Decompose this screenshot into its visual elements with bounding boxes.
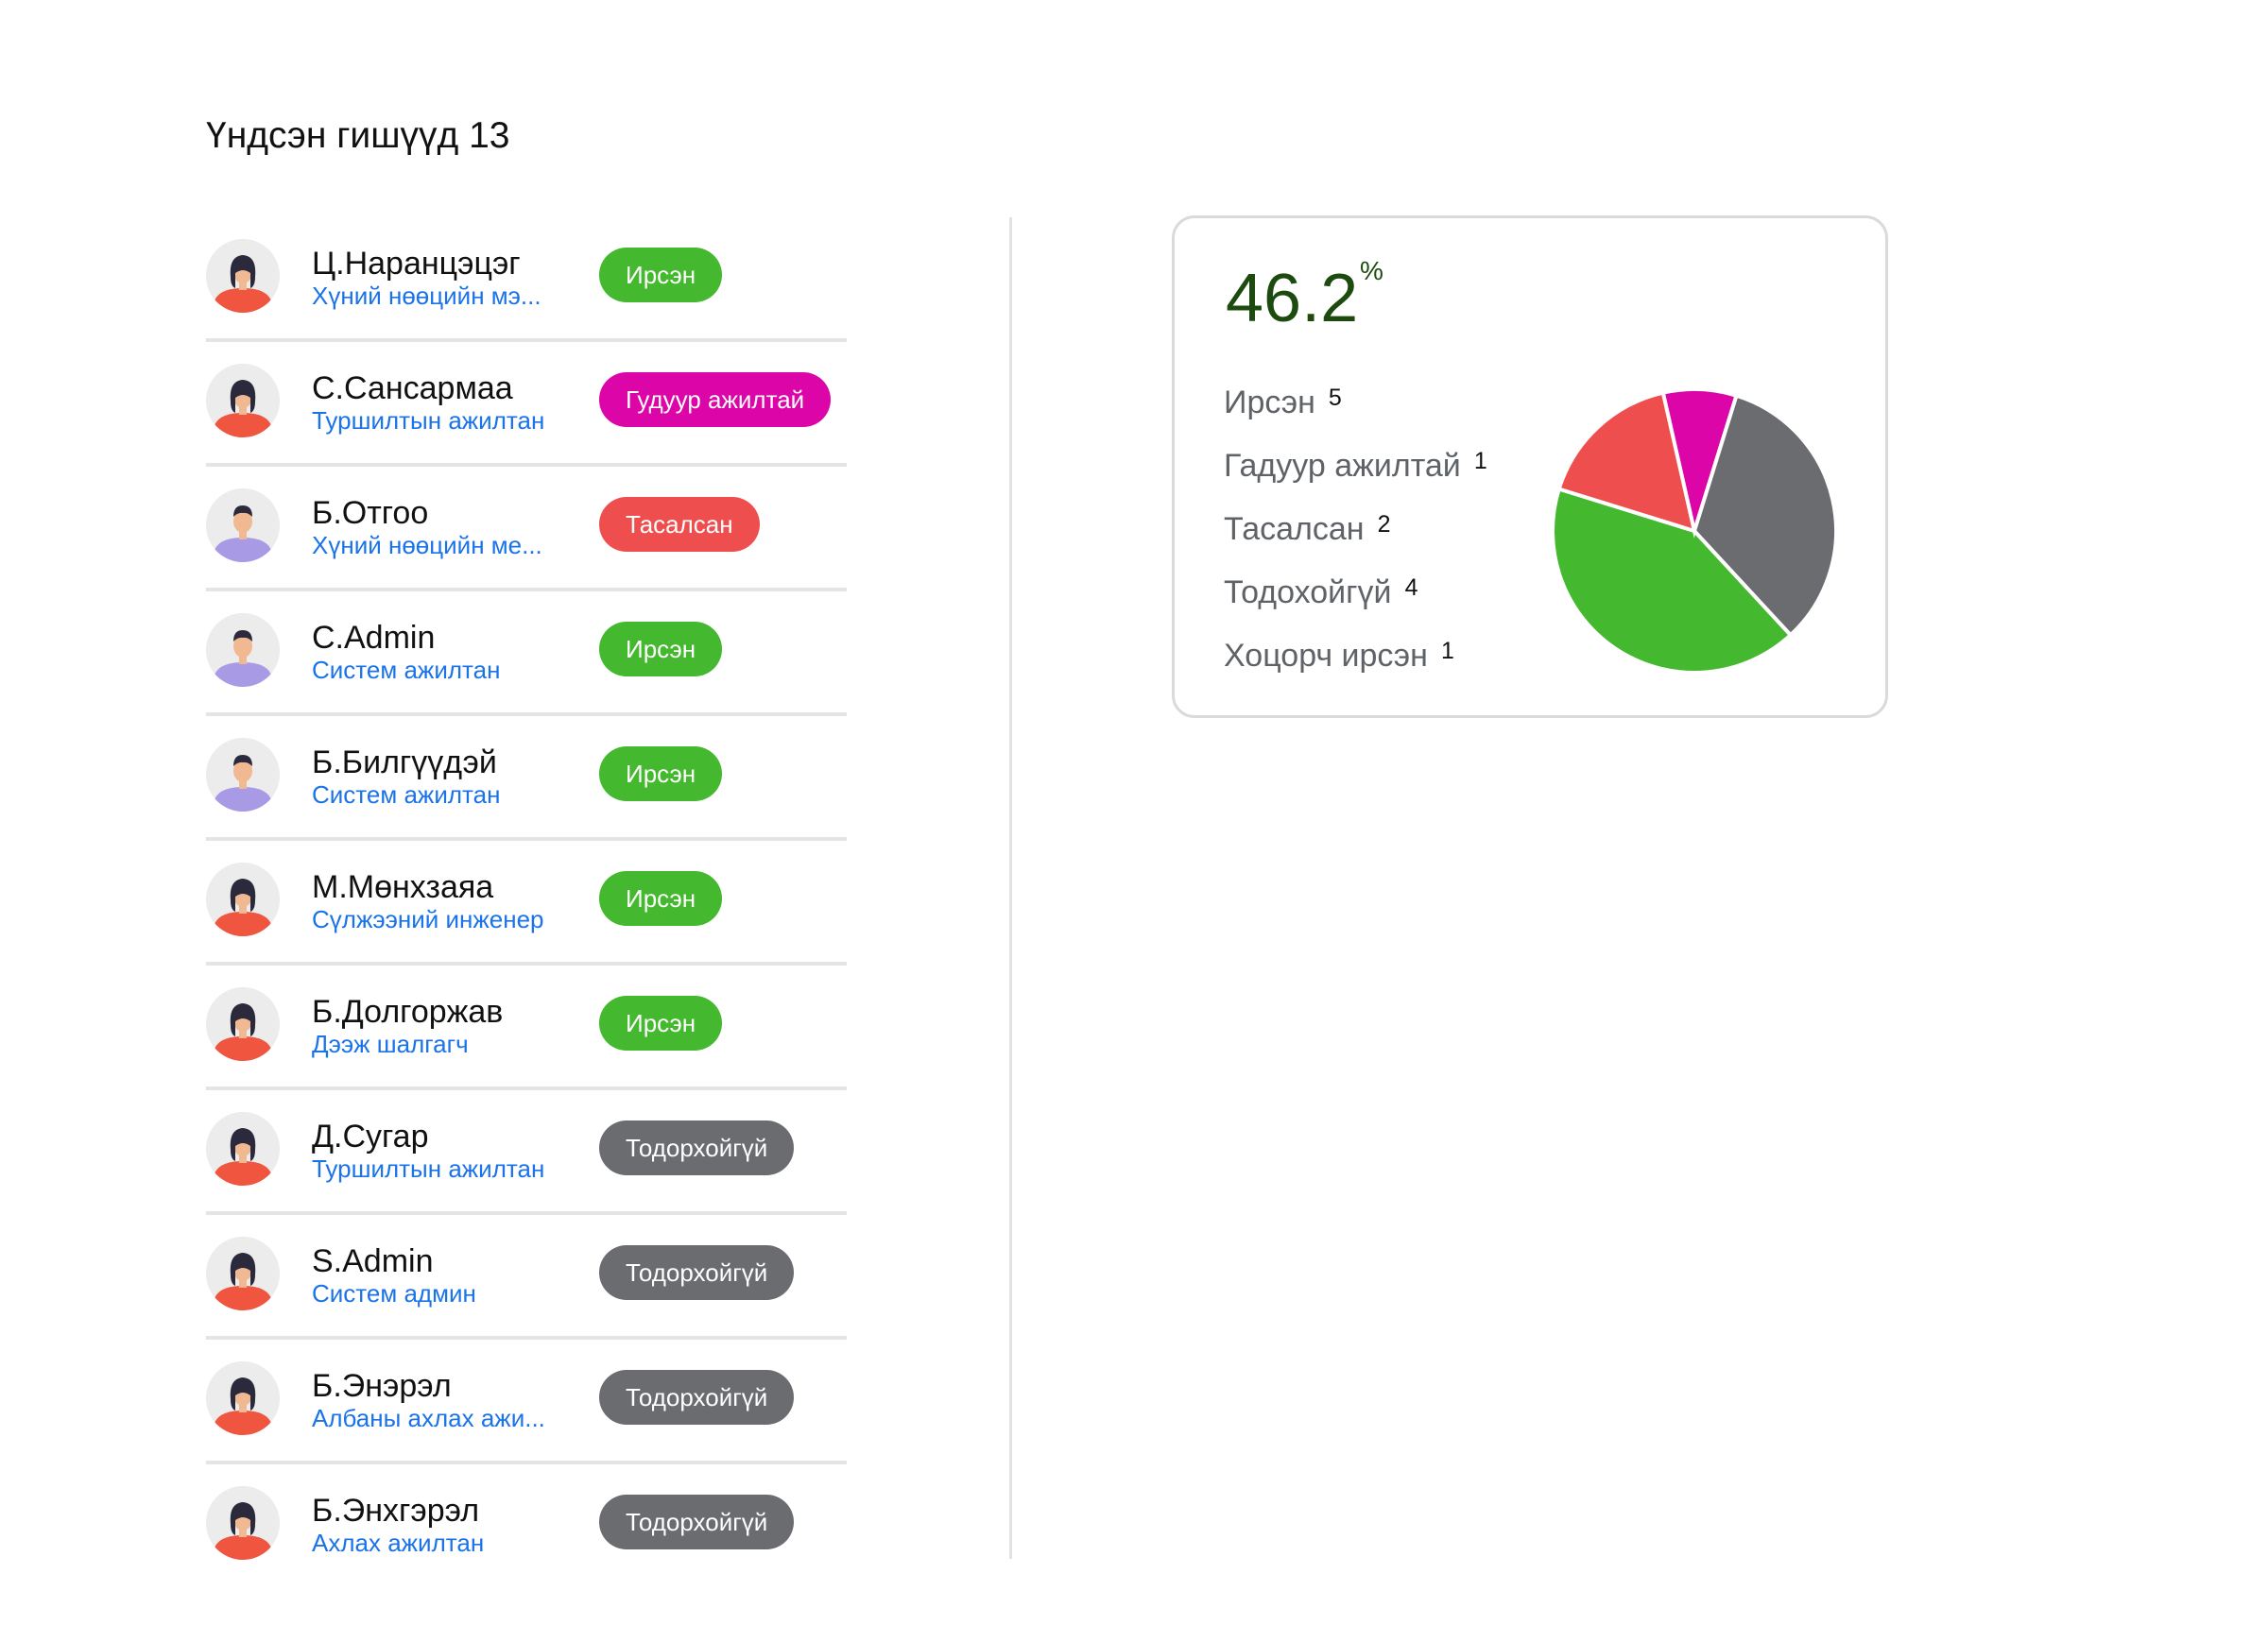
legend-item: Тасалсан 2 <box>1224 511 1487 574</box>
member-role: Албаны ахлах ажи... <box>312 1404 545 1432</box>
member-name: Б.Долгоржав <box>312 994 504 1030</box>
avatar <box>206 239 280 313</box>
member-name: Б.Билгүүдэй <box>312 744 497 780</box>
attendance-pie-chart <box>1551 387 1838 675</box>
avatar <box>206 1361 280 1435</box>
member-role: Дээж шалгагч <box>312 1030 469 1058</box>
divider <box>1009 217 1012 1559</box>
status-badge[interactable]: Ирсэн <box>599 746 723 801</box>
status-badge[interactable]: Тасалсан <box>599 497 760 552</box>
avatar <box>206 1486 280 1560</box>
avatar <box>206 863 280 936</box>
status-badge[interactable]: Гудуур ажилтай <box>599 372 832 427</box>
legend-item: Гадуур ажилтай 1 <box>1224 448 1487 511</box>
status-badge[interactable]: Ирсэн <box>599 996 723 1051</box>
legend-label: Гадуур ажилтай <box>1224 448 1461 484</box>
member-name: S.Admin <box>312 1243 434 1279</box>
member-role: Систем ажилтан <box>312 656 501 684</box>
pie-slice[interactable] <box>1551 487 1794 675</box>
member-row[interactable]: Ц.Наранцэцэг Хүний нөөцийн мэ... Ирсэн <box>206 217 847 342</box>
pie-slice[interactable] <box>1556 390 1697 534</box>
avatar <box>206 987 280 1061</box>
member-row[interactable]: Б.Энэрэл Албаны ахлах ажи... Тодорхойгүй <box>206 1340 847 1464</box>
status-badge[interactable]: Ирсэн <box>599 622 723 676</box>
avatar <box>206 1112 280 1186</box>
legend-item: Ирсэн 5 <box>1224 385 1487 448</box>
legend-label: Тодохойгүй <box>1224 574 1392 610</box>
legend-item: Тодохойгүй 4 <box>1224 574 1487 638</box>
avatar <box>206 613 280 687</box>
member-row[interactable]: S.Admin Систем админ Тодорхойгүй <box>206 1215 847 1340</box>
legend-count: 4 <box>1404 574 1418 601</box>
status-badge[interactable]: Тодорхойгүй <box>599 1495 795 1549</box>
member-list: Ц.Наранцэцэг Хүний нөөцийн мэ... Ирсэн С.Са… <box>206 217 847 1589</box>
member-row[interactable]: Б.Билгүүдэй Систем ажилтан Ирсэн <box>206 716 847 841</box>
member-role: Хүний нөөцийн ме... <box>312 531 542 559</box>
status-badge[interactable]: Тодорхойгүй <box>599 1120 795 1175</box>
member-name: Б.Энэрэл <box>312 1368 452 1404</box>
avatar <box>206 1237 280 1310</box>
legend-label: Ирсэн <box>1224 385 1315 420</box>
status-badge[interactable]: Тодорхойгүй <box>599 1370 795 1425</box>
legend: Ирсэн 5 Гадуур ажилтай 1 Тасалсан 2 Тодохойгүй… <box>1224 385 1487 701</box>
member-name: Б.Отгоо <box>312 495 429 531</box>
page-title: Үндсэн гишүүд 13 <box>206 115 510 156</box>
member-row[interactable]: Б.Долгоржав Дээж шалгагч Ирсэн <box>206 966 847 1090</box>
member-role: Систем админ <box>312 1279 476 1308</box>
member-role: Систем ажилтан <box>312 780 501 809</box>
member-role: Сүлжээний инженер <box>312 905 544 933</box>
member-row[interactable]: Б.Отгоо Хүний нөөцийн ме... Тасалсан <box>206 467 847 591</box>
status-badge[interactable]: Тодорхойгүй <box>599 1245 795 1300</box>
legend-count: 1 <box>1440 638 1454 664</box>
legend-count: 2 <box>1377 511 1391 538</box>
member-name: Ц.Наранцэцэг <box>312 246 521 282</box>
legend-count: 1 <box>1473 448 1487 474</box>
avatar <box>206 364 280 437</box>
avatar <box>206 738 280 812</box>
member-name: М.Мөнхзаяа <box>312 869 494 905</box>
legend-count: 5 <box>1328 385 1342 411</box>
member-role: Ахлах ажилтан <box>312 1529 485 1557</box>
member-name: Б.Энхгэрэл <box>312 1493 480 1529</box>
member-role: Туршилтын ажилтан <box>312 406 545 435</box>
member-role: Хүний нөөцийн мэ... <box>312 282 541 310</box>
percent-sign: % <box>1360 256 1383 285</box>
status-badge[interactable]: Ирсэн <box>599 248 723 302</box>
legend-label: Тасалсан <box>1224 511 1365 547</box>
attendance-percent: 46.2 <box>1226 261 1359 336</box>
member-name: С.Admin <box>312 620 436 656</box>
member-row[interactable]: Б.Энхгэрэл Ахлах ажилтан Тодорхойгүй <box>206 1464 847 1589</box>
attendance-stats-card: 46.2 % Ирсэн 5 Гадуур ажилтай 1 Тасалсан 2 Тод… <box>1172 215 1888 718</box>
member-row[interactable]: М.Мөнхзаяа Сүлжээний инженер Ирсэн <box>206 841 847 966</box>
pie-slice[interactable] <box>1692 393 1838 638</box>
avatar <box>206 488 280 562</box>
legend-item: Хоцорч ирсэн 1 <box>1224 638 1487 701</box>
legend-label: Хоцорч ирсэн <box>1224 638 1428 674</box>
member-name: Д.Сугар <box>312 1119 429 1155</box>
member-role: Туршилтын ажилтан <box>312 1155 545 1183</box>
member-row[interactable]: С.Сансармаа Туршилтын ажилтан Гудуур ажилт… <box>206 342 847 467</box>
member-name: С.Сансармаа <box>312 370 513 406</box>
status-badge[interactable]: Ирсэн <box>599 871 723 926</box>
member-row[interactable]: Д.Сугар Туршилтын ажилтан Тодорхойгүй <box>206 1090 847 1215</box>
member-row[interactable]: С.Admin Систем ажилтан Ирсэн <box>206 591 847 716</box>
